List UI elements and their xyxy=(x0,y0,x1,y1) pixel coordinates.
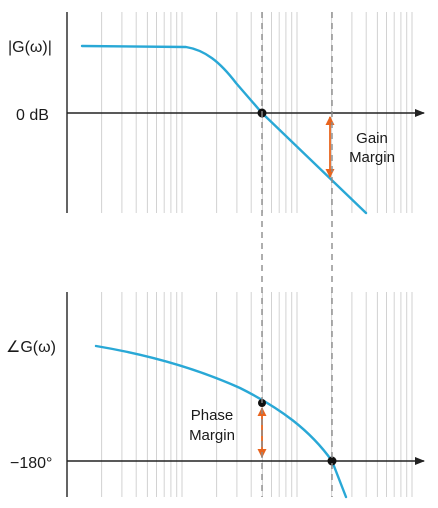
phase-panel: ∠G(ω) −180° Phase Margin xyxy=(6,292,425,499)
magnitude-ref-label: 0 dB xyxy=(16,107,49,124)
phase-ref-label: −180° xyxy=(10,455,52,472)
phase-margin-label-line2: Margin xyxy=(189,427,235,444)
gain-margin-label-line1: Gain xyxy=(356,130,388,147)
magnitude-curve xyxy=(80,44,368,215)
gain-margin-label-line2: Margin xyxy=(349,149,395,166)
phase-curve xyxy=(94,344,348,499)
magnitude-panel: |G(ω)| 0 dB Gain Margin xyxy=(8,12,425,215)
phase-margin-label-line1: Phase xyxy=(191,407,234,424)
phase-crossover-marker xyxy=(327,456,337,466)
magnitude-ylabel: |G(ω)| xyxy=(8,39,52,56)
phase-grid xyxy=(101,292,413,497)
phase-ylabel: ∠G(ω) xyxy=(6,339,56,356)
